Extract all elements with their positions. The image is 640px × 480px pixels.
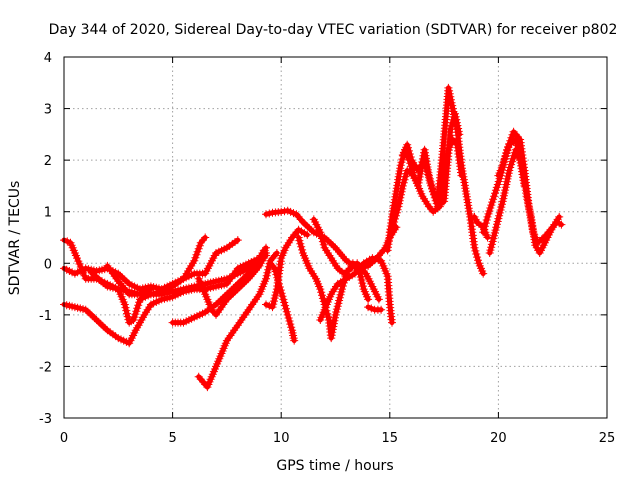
- plot-frame: [63, 56, 608, 419]
- data-point: [101, 324, 110, 333]
- data-point: [474, 219, 483, 228]
- series-arc-5: [103, 261, 155, 299]
- x-tick-label: 25: [599, 431, 616, 446]
- data-point: [479, 269, 488, 278]
- y-tick-label: 3: [44, 103, 52, 118]
- x-ticks: 0 5 10 15 20 25: [60, 57, 615, 446]
- data-point: [86, 309, 95, 318]
- data-point: [367, 304, 376, 313]
- x-tick-label: 0: [60, 431, 68, 446]
- data-point: [201, 233, 210, 242]
- data-point: [262, 249, 270, 257]
- y-tick-label: -2: [39, 360, 52, 375]
- data-point: [340, 254, 349, 263]
- y-axis-label: SDTVAR / TECUs: [7, 181, 23, 296]
- data-point: [265, 301, 274, 310]
- data-point: [555, 212, 564, 221]
- data-point: [262, 210, 270, 219]
- data-point: [483, 233, 492, 242]
- data-point: [233, 236, 242, 245]
- series-arc-15: [364, 303, 386, 314]
- data-point: [86, 267, 95, 275]
- data-point: [342, 267, 351, 276]
- series-arc-21: [494, 135, 529, 190]
- data-point: [505, 140, 514, 149]
- data-point: [303, 230, 312, 239]
- data-point: [455, 130, 464, 139]
- data-point: [119, 283, 128, 292]
- data-point: [333, 246, 342, 254]
- x-tick-label: 10: [273, 431, 290, 446]
- data-point: [364, 303, 373, 312]
- data-point: [327, 239, 336, 248]
- series-arc-10: [266, 259, 299, 345]
- data-point: [265, 209, 274, 218]
- y-tick-label: 4: [44, 51, 52, 66]
- data-point: [377, 305, 386, 314]
- data-point: [435, 200, 444, 209]
- series-arc-22: [470, 212, 492, 242]
- data-point: [123, 288, 132, 297]
- series-arc-13: [309, 215, 383, 304]
- plot-series: [60, 83, 566, 392]
- data-point: [116, 279, 125, 288]
- series-arc-7: [194, 249, 270, 319]
- y-tick-label: 1: [44, 206, 52, 221]
- data-point: [333, 264, 342, 273]
- data-point: [253, 264, 262, 272]
- data-point: [146, 285, 155, 294]
- y-tick-label: 2: [44, 154, 52, 169]
- x-tick-label: 15: [382, 431, 399, 446]
- chart-title: Day 344 of 2020, Sidereal Day-to-day VTE…: [49, 22, 618, 38]
- data-point: [336, 250, 345, 259]
- data-point: [388, 318, 396, 327]
- data-point: [94, 275, 103, 284]
- data-point: [101, 280, 110, 289]
- data-point: [262, 300, 270, 309]
- series-arc-18: [398, 109, 464, 211]
- y-tick-label: -3: [39, 412, 52, 427]
- data-point: [374, 295, 383, 304]
- data-point: [225, 293, 234, 302]
- data-point: [125, 318, 134, 327]
- data-point: [348, 262, 357, 271]
- y-tick-label: 0: [44, 257, 52, 272]
- data-point: [250, 268, 259, 277]
- data-point: [290, 336, 299, 345]
- y-tick-label: -1: [39, 309, 52, 324]
- series-arc-14: [316, 254, 396, 327]
- series-arc-8: [194, 249, 281, 392]
- data-point: [94, 318, 103, 327]
- data-point: [403, 166, 412, 175]
- x-axis-label: GPS time / hours: [276, 458, 393, 474]
- data-point: [457, 171, 466, 180]
- data-point: [557, 220, 566, 229]
- data-point: [520, 181, 529, 190]
- x-tick-label: 5: [168, 431, 176, 446]
- data-point: [364, 295, 373, 304]
- y-ticks: -3 -2 -1 0 1 2 3 4: [39, 51, 607, 427]
- data-point: [303, 222, 312, 231]
- data-point: [233, 285, 242, 294]
- data-point: [246, 272, 255, 281]
- x-tick-label: 20: [490, 431, 507, 446]
- data-point: [240, 278, 249, 287]
- data-point: [63, 237, 72, 246]
